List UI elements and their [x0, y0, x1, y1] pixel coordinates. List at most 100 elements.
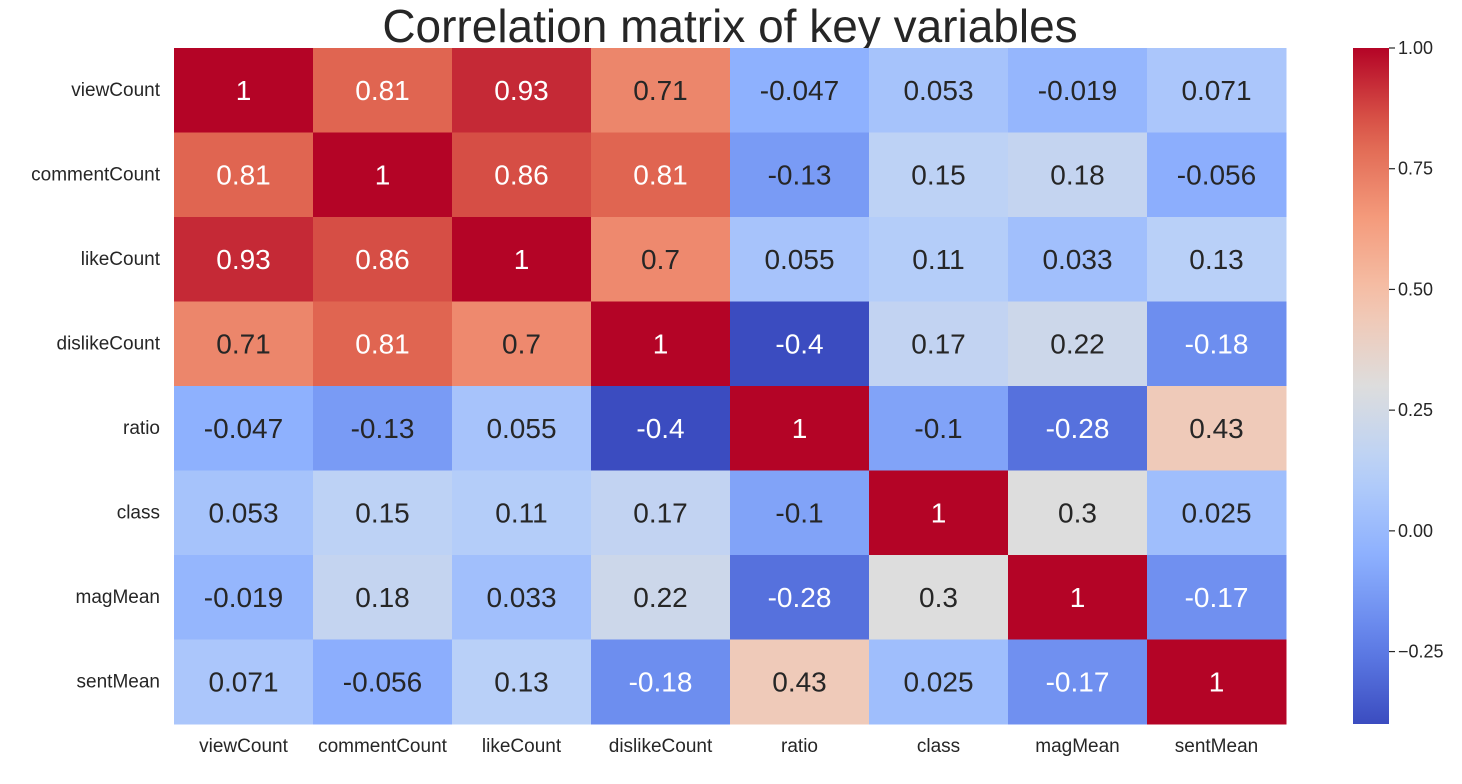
cell-value-label: 0.3: [1058, 497, 1097, 528]
cell-value-label: 0.81: [633, 159, 688, 190]
colorbar-ticks: −0.25 0.00 0.25 0.50 0.75 1.00: [1389, 38, 1444, 662]
heatmap-cell: [869, 48, 1009, 133]
heatmap-cell: [1147, 132, 1287, 218]
cell-value-label: 1: [236, 75, 252, 106]
heatmap-cell: [174, 217, 314, 302]
cell-value-label: -0.4: [775, 328, 823, 359]
heatmap-cell: [452, 386, 592, 471]
cell-value-label: -0.1: [914, 413, 962, 444]
colorbar-tick-label: 1.00: [1398, 38, 1433, 58]
cell-value-label: -0.047: [760, 75, 839, 106]
heatmap-cell: [730, 301, 870, 387]
cell-value-label: 1: [931, 497, 947, 528]
heatmap-cell: [591, 639, 731, 725]
heatmap-cell: [452, 555, 592, 640]
heatmap-cell: [869, 301, 1009, 387]
heatmap-cell: [730, 639, 870, 725]
heatmap-cell: [730, 386, 870, 471]
heatmap-cell: [869, 470, 1009, 556]
heatmap-cell: [591, 132, 731, 218]
heatmap-cell: [1008, 639, 1148, 725]
cell-value-label: 1: [653, 328, 669, 359]
heatmap-cell: [452, 470, 592, 556]
heatmap-cell: [174, 386, 314, 471]
heatmap-cell: [313, 217, 453, 302]
heatmap-cell: [313, 48, 453, 133]
cell-value-label: 0.93: [216, 244, 271, 275]
cell-value-label: 0.15: [355, 497, 410, 528]
cell-value-label: -0.4: [636, 413, 684, 444]
heatmap-cell: [174, 301, 314, 387]
column-tick-label: commentCount: [318, 736, 448, 757]
cell-value-label: 0.18: [355, 582, 410, 613]
cell-value-label: 0.18: [1050, 159, 1105, 190]
column-tick-label: magMean: [1035, 736, 1120, 757]
colorbar-tick-label: 0.25: [1398, 400, 1433, 420]
cell-value-label: 0.43: [1189, 413, 1244, 444]
cell-value-label: -0.17: [1046, 666, 1110, 697]
row-tick-label: class: [117, 502, 160, 523]
heatmap-cell: [591, 301, 731, 387]
column-tick-label: ratio: [781, 736, 818, 757]
cell-value-label: 1: [792, 413, 808, 444]
row-tick-label: magMean: [76, 587, 161, 608]
cell-value-label: 0.071: [1181, 75, 1251, 106]
heatmap-cell: [174, 48, 314, 133]
row-tick-label: dislikeCount: [57, 333, 161, 354]
row-tick-labels: viewCount commentCount likeCount dislikeCou…: [31, 80, 161, 693]
row-tick-label: likeCount: [81, 249, 161, 270]
heatmap-cell: [1008, 301, 1148, 387]
cell-value-label: 0.071: [208, 666, 278, 697]
heatmap-cell: [452, 301, 592, 387]
column-tick-label: sentMean: [1175, 736, 1258, 757]
heatmap-cell: [1147, 301, 1287, 387]
heatmap-cell: [1147, 217, 1287, 302]
cell-value-label: 0.81: [355, 328, 410, 359]
row-tick-label: viewCount: [71, 80, 160, 101]
cell-value-label: -0.047: [204, 413, 283, 444]
heatmap-cell: [591, 217, 731, 302]
heatmap-cell: [1008, 555, 1148, 640]
heatmap-cell: [174, 132, 314, 218]
colorbar-gradient: [1353, 48, 1389, 724]
cell-value-label: 0.033: [1042, 244, 1112, 275]
heatmap-cell: [1008, 48, 1148, 133]
cell-value-label: 0.033: [486, 582, 556, 613]
cell-value-label: -0.019: [204, 582, 283, 613]
cell-value-label: 1: [514, 244, 530, 275]
cell-value-label: 0.81: [355, 75, 410, 106]
heatmap-cell: [869, 386, 1009, 471]
heatmap-cell: [174, 639, 314, 725]
row-tick-label: ratio: [123, 418, 160, 439]
heatmap-cell: [174, 555, 314, 640]
cell-value-label: 0.11: [495, 497, 547, 528]
cell-value-label: 0.7: [502, 328, 541, 359]
cell-value-label: 0.13: [1189, 244, 1244, 275]
heatmap-cell: [313, 470, 453, 556]
cell-value-label: 0.81: [216, 159, 271, 190]
cell-value-label: 0.93: [494, 75, 549, 106]
column-tick-labels: viewCount commentCount likeCount dislikeCou…: [199, 736, 1258, 757]
row-tick-label: commentCount: [31, 164, 161, 185]
heatmap-cell: [1147, 386, 1287, 471]
cell-value-label: 0.11: [912, 244, 964, 275]
cell-value-label: 0.71: [633, 75, 688, 106]
cell-value-label: -0.056: [343, 666, 422, 697]
cell-value-label: -0.019: [1038, 75, 1117, 106]
cell-value-label: 0.13: [494, 666, 549, 697]
colorbar-tick-label: 0.75: [1398, 159, 1433, 179]
colorbar-tick-label: 0.00: [1398, 521, 1433, 541]
cell-value-label: 0.22: [633, 582, 688, 613]
colorbar-tick-label: 0.50: [1398, 279, 1433, 299]
heatmap-cell: [591, 470, 731, 556]
cell-value-label: -0.28: [768, 582, 832, 613]
heatmap-cell: [730, 132, 870, 218]
colorbar: −0.25 0.00 0.25 0.50 0.75 1.00: [1353, 38, 1444, 724]
cell-value-label: -0.1: [775, 497, 823, 528]
cell-value-label: 0.053: [903, 75, 973, 106]
heatmap-cell: [313, 301, 453, 387]
heatmap-cell: [313, 386, 453, 471]
heatmap-cell: [869, 132, 1009, 218]
cell-value-label: 0.053: [208, 497, 278, 528]
